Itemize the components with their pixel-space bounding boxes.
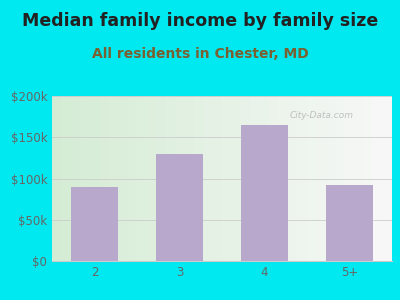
Text: City-Data.com: City-Data.com xyxy=(290,111,354,120)
Text: All residents in Chester, MD: All residents in Chester, MD xyxy=(92,47,308,61)
Bar xyxy=(326,185,373,261)
Text: Median family income by family size: Median family income by family size xyxy=(22,12,378,30)
Bar xyxy=(241,125,288,261)
Bar xyxy=(156,154,203,261)
Bar xyxy=(71,187,118,261)
